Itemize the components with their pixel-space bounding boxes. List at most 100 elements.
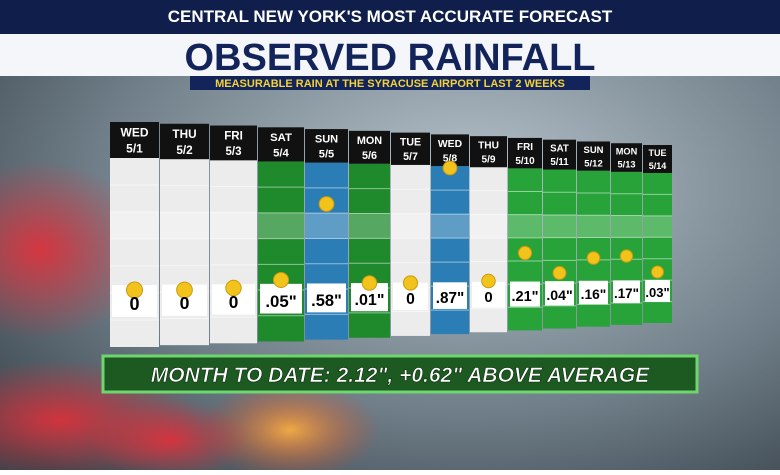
column-header	[543, 139, 576, 170]
column-header	[508, 137, 542, 169]
rain-dot	[517, 245, 533, 261]
day-name: SUN	[584, 145, 604, 156]
column-body	[258, 161, 304, 342]
stripe	[508, 214, 542, 238]
rain-amount: 0	[129, 294, 139, 314]
rain-dot	[586, 251, 601, 265]
column-body	[110, 158, 159, 347]
rain-dot	[442, 160, 458, 176]
day-date: 5/5	[319, 149, 334, 161]
subtitle-strip	[190, 76, 590, 90]
day-columns: WED5/10THU5/20FRI5/30SAT5/4.05"SUN5/5.58…	[110, 122, 672, 347]
rain-amount: .16"	[581, 287, 607, 302]
rain-dot	[651, 265, 664, 279]
stripe	[577, 215, 610, 238]
column-header	[470, 136, 507, 168]
rain-amount: 0	[229, 292, 239, 312]
stripe	[643, 215, 672, 238]
column-body	[391, 164, 430, 336]
value-box	[613, 280, 640, 304]
day-name: MON	[616, 147, 638, 157]
column-header	[643, 145, 672, 173]
stripe	[258, 212, 304, 239]
value-box	[510, 281, 540, 307]
day-date: 5/7	[403, 151, 418, 163]
day-name: WED	[121, 125, 149, 139]
rain-dot	[361, 275, 378, 291]
column-header	[110, 122, 159, 158]
rain-dot	[225, 279, 242, 297]
day-date: 5/1	[126, 142, 143, 156]
stripe	[160, 212, 209, 239]
rain-amount: .87"	[436, 290, 465, 307]
rain-dot	[126, 281, 143, 299]
stripe	[210, 212, 257, 239]
column-header	[577, 141, 610, 171]
column-body	[160, 159, 209, 346]
column-body	[210, 160, 257, 344]
day-date: 5/2	[176, 144, 193, 157]
value-box	[579, 280, 608, 305]
rain-amount: .05"	[265, 292, 296, 311]
day-date: 5/3	[225, 146, 241, 158]
stripe	[611, 215, 642, 238]
column-header	[305, 129, 348, 163]
day-date: 5/8	[443, 153, 458, 164]
day-name: THU	[478, 141, 499, 152]
value-box	[260, 283, 302, 314]
value-box	[545, 281, 574, 306]
day-date: 5/4	[273, 147, 289, 159]
rain-dot	[402, 275, 419, 291]
rain-dot	[318, 196, 335, 212]
title-band	[0, 34, 780, 76]
value-box	[307, 283, 346, 313]
column-header	[258, 127, 304, 162]
rain-amount: 0	[406, 291, 415, 308]
stripe	[349, 213, 390, 239]
day-date: 5/14	[649, 161, 667, 171]
day-name: SUN	[315, 133, 338, 145]
rain-amount: .01"	[355, 291, 385, 309]
stripe	[391, 213, 430, 239]
day-date: 5/9	[481, 155, 495, 166]
stripe	[305, 213, 348, 239]
rain-amount: .17"	[614, 286, 639, 301]
rain-amount: .21"	[511, 289, 538, 305]
stripe	[543, 214, 576, 238]
stripe	[470, 214, 507, 238]
footer-box	[101, 354, 699, 394]
top-banner	[0, 0, 780, 34]
rain-amount: .58"	[311, 292, 342, 310]
bokeh	[90, 400, 250, 475]
day-name: TUE	[400, 137, 421, 149]
day-name: SAT	[270, 132, 292, 144]
rain-dot	[552, 266, 567, 280]
rain-dot	[176, 281, 193, 299]
day-name: MON	[357, 135, 382, 147]
day-name: THU	[172, 128, 196, 141]
value-box	[645, 280, 670, 302]
day-date: 5/11	[550, 157, 569, 168]
column-header	[160, 123, 209, 160]
day-date: 5/13	[618, 160, 636, 170]
column-header	[611, 143, 642, 172]
day-name: FRI	[224, 130, 243, 142]
value-box	[433, 282, 467, 309]
column-body	[349, 163, 390, 338]
day-name: SAT	[550, 144, 569, 155]
day-date: 5/6	[362, 150, 377, 162]
stripe	[431, 214, 469, 239]
banner-text: CENTRAL NEW YORK'S MOST ACCURATE FORECAS…	[168, 7, 613, 26]
day-name: FRI	[517, 142, 533, 153]
rain-amount: .04"	[546, 287, 572, 303]
day-date: 5/10	[515, 156, 535, 167]
column-header	[210, 125, 257, 161]
rain-amount: 0	[484, 289, 492, 306]
column-body	[305, 162, 348, 340]
title: OBSERVED RAINFALL	[184, 37, 595, 79]
rain-amount: .03"	[645, 285, 669, 300]
day-name: TUE	[649, 148, 667, 158]
subtitle: MEASURABLE RAIN AT THE SYRACUSE AIRPORT …	[215, 78, 565, 90]
